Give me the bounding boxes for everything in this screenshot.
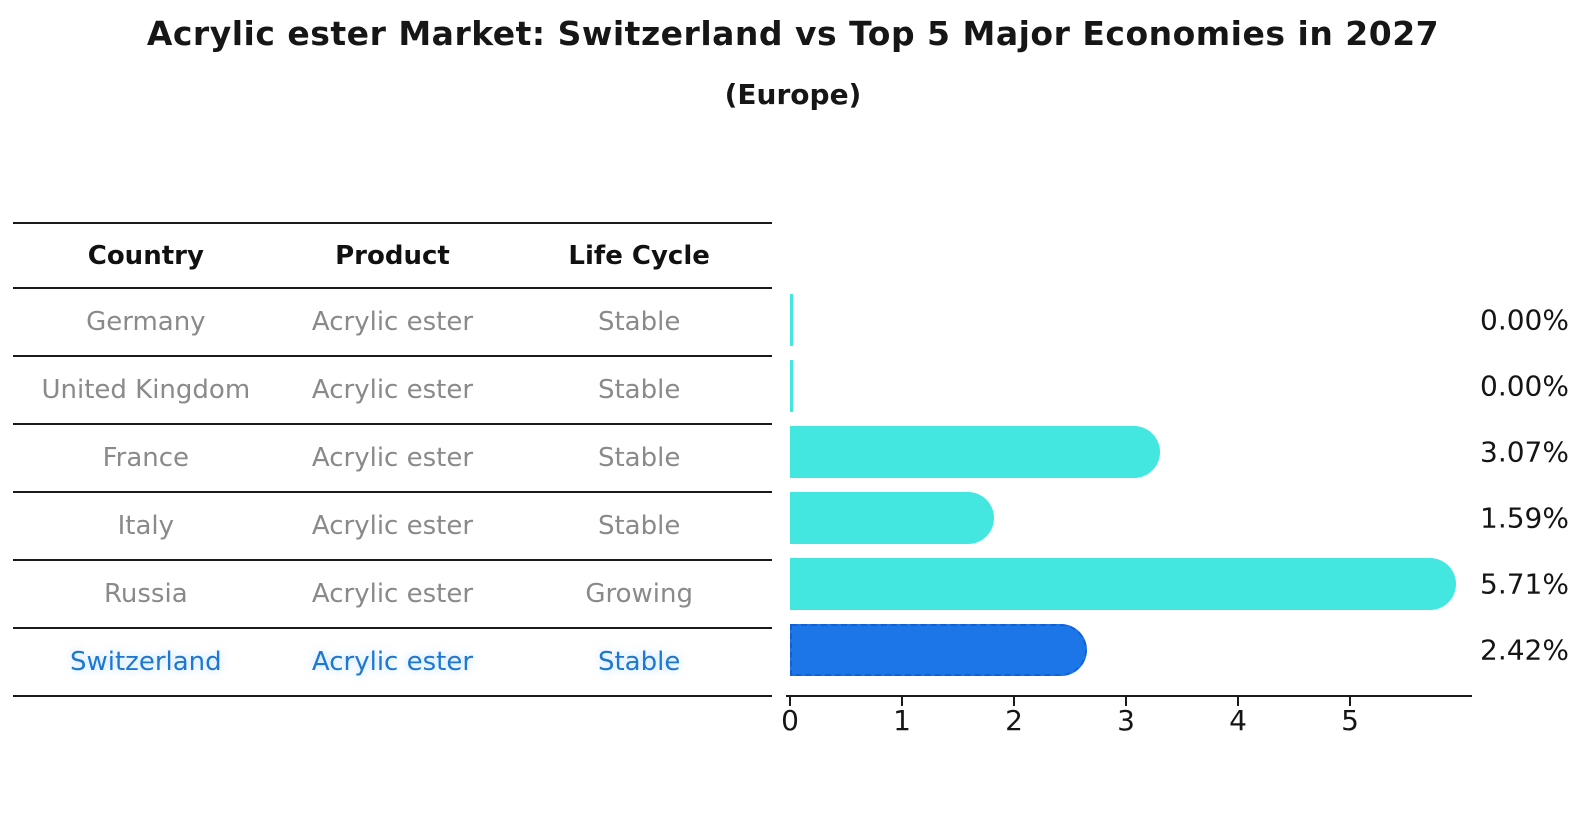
- bar-switzerland: [790, 624, 1088, 676]
- cell-country: Germany: [86, 307, 206, 337]
- x-tick-label: 1: [893, 704, 911, 737]
- x-tick-mark: [1237, 697, 1239, 706]
- column-header-life-cycle: Life Cycle: [568, 240, 710, 271]
- value-label: 2.42%: [1480, 633, 1569, 667]
- value-label: 0.00%: [1480, 369, 1569, 403]
- page-subtitle: (Europe): [724, 78, 862, 111]
- x-tick-label: 0: [781, 704, 799, 737]
- country-table: Country Product Life Cycle Germany Acryl…: [13, 222, 772, 697]
- cell-product: Acrylic ester: [311, 579, 474, 609]
- cell-country: United Kingdom: [41, 375, 251, 405]
- table-row: Germany Acrylic ester Stable: [13, 289, 772, 357]
- bar-united-kingdom: [790, 360, 793, 412]
- x-tick-mark: [1013, 697, 1015, 706]
- bar-france: [790, 426, 1160, 478]
- page-title: Acrylic ester Market: Switzerland vs Top…: [146, 14, 1440, 53]
- cell-country: Switzerland: [69, 647, 222, 677]
- table-row: United Kingdom Acrylic ester Stable: [13, 357, 772, 425]
- cell-life-cycle: Stable: [597, 443, 681, 473]
- value-label: 0.00%: [1480, 303, 1569, 337]
- table-row: Russia Acrylic ester Growing: [13, 561, 772, 629]
- cell-product: Acrylic ester: [311, 375, 474, 405]
- value-label: 5.71%: [1480, 567, 1569, 601]
- cell-country: Russia: [104, 579, 188, 609]
- x-tick-mark: [1125, 697, 1127, 706]
- x-tick-label: 5: [1341, 704, 1359, 737]
- x-tick-mark: [789, 697, 791, 706]
- cell-country: France: [102, 443, 190, 473]
- table-header-row: Country Product Life Cycle: [13, 224, 772, 289]
- bar-russia: [790, 558, 1456, 610]
- x-tick-mark: [1349, 697, 1351, 706]
- table-row-switzerland: Switzerland Acrylic ester Stable: [13, 629, 772, 697]
- column-header-product: Product: [335, 240, 450, 271]
- table-row: France Acrylic ester Stable: [13, 425, 772, 493]
- cell-life-cycle: Stable: [597, 511, 681, 541]
- cell-country: Italy: [117, 511, 175, 541]
- cell-life-cycle: Stable: [597, 647, 681, 677]
- value-label: 1.59%: [1480, 501, 1569, 535]
- x-tick-label: 3: [1117, 704, 1135, 737]
- cell-life-cycle: Stable: [597, 375, 681, 405]
- cell-life-cycle: Growing: [585, 579, 693, 609]
- x-tick-label: 4: [1229, 704, 1247, 737]
- value-label: 3.07%: [1480, 435, 1569, 469]
- x-tick-mark: [901, 697, 903, 706]
- x-tick-label: 2: [1005, 704, 1023, 737]
- cell-product: Acrylic ester: [311, 307, 474, 337]
- column-header-country: Country: [87, 240, 204, 271]
- bar-italy: [790, 492, 995, 544]
- cell-product: Acrylic ester: [311, 647, 474, 677]
- bar-germany: [790, 294, 793, 346]
- table-row: Italy Acrylic ester Stable: [13, 493, 772, 561]
- x-axis-line: [786, 695, 1472, 697]
- cell-life-cycle: Stable: [597, 307, 681, 337]
- cell-product: Acrylic ester: [311, 511, 474, 541]
- cell-product: Acrylic ester: [311, 443, 474, 473]
